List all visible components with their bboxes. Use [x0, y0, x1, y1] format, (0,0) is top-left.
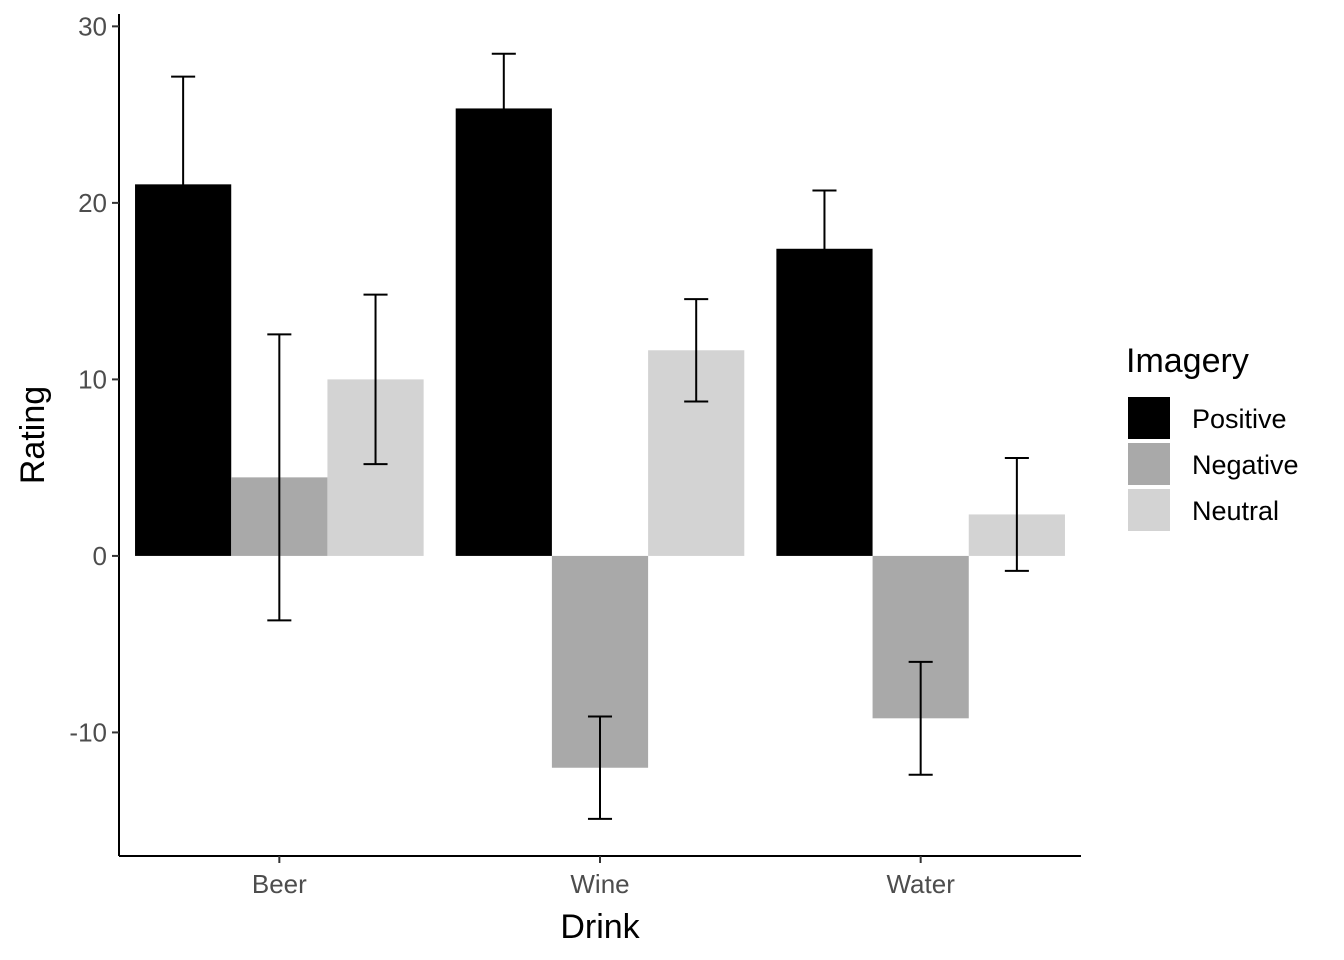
y-tick-label: 20: [78, 188, 107, 218]
x-axis-title: Drink: [560, 908, 640, 946]
bar-wine-positive: [455, 108, 552, 556]
y-tick-label: 30: [78, 11, 107, 41]
legend-key-negative: [1128, 443, 1170, 485]
legend-label-positive: Positive: [1192, 404, 1287, 434]
x-tick-label-water: Water: [886, 869, 955, 899]
legend-key-neutral: [1128, 489, 1170, 531]
legend-label-negative: Negative: [1192, 450, 1299, 480]
legend-key-positive: [1128, 397, 1170, 439]
legend-label-neutral: Neutral: [1192, 496, 1279, 526]
legend-title: Imagery: [1126, 342, 1249, 380]
y-tick-label: 0: [93, 541, 107, 571]
y-axis-title: Rating: [14, 386, 52, 484]
x-tick-label-wine: Wine: [570, 869, 629, 899]
y-tick-label: 10: [78, 364, 107, 394]
y-tick-label: -10: [69, 717, 107, 747]
x-tick-label-beer: Beer: [252, 869, 307, 899]
